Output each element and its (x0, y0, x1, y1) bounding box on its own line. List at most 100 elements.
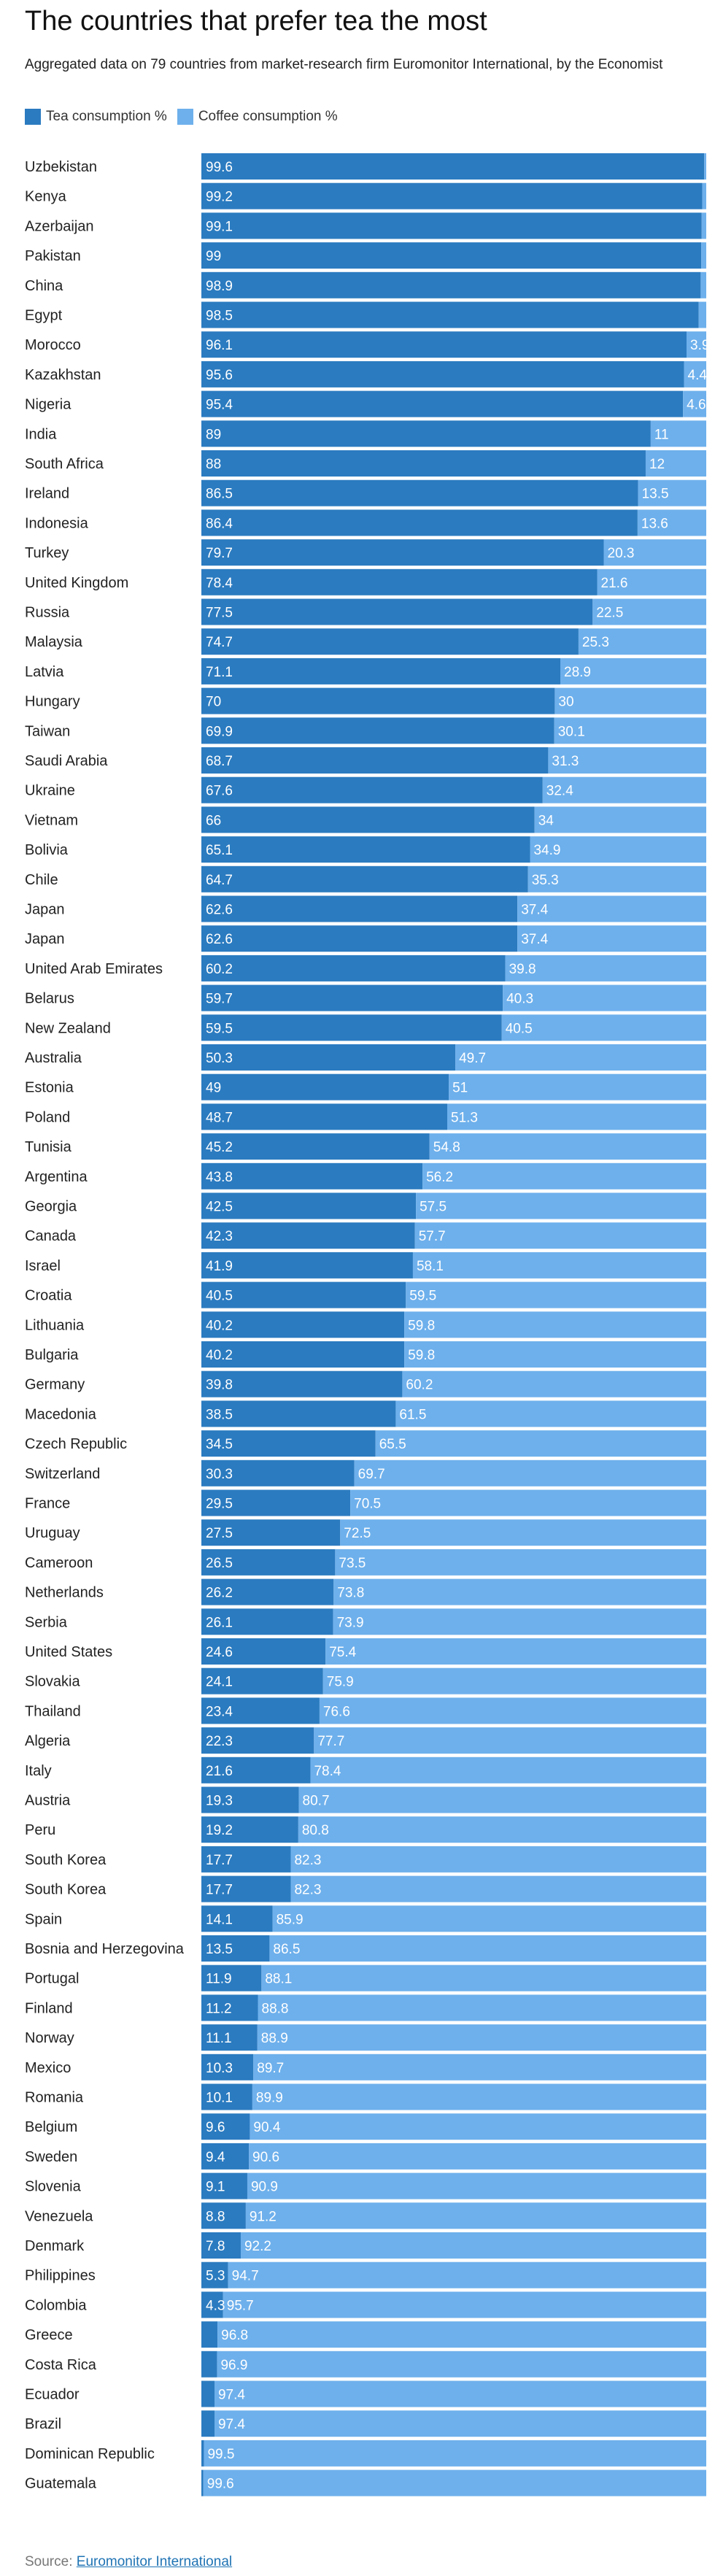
category-label: Norway (25, 2030, 74, 2046)
category-label: France (25, 1496, 70, 1512)
category-label: Philippines (25, 2268, 96, 2284)
coffee-bar (704, 153, 706, 180)
coffee-bar (554, 717, 706, 744)
coffee-value-label: 80.8 (302, 1823, 329, 1838)
coffee-value-label: 30.1 (558, 724, 585, 739)
tea-bar (201, 895, 518, 922)
coffee-bar (319, 1697, 707, 1724)
category-label: Uzbekistan (25, 159, 97, 175)
category-label: Australia (25, 1050, 82, 1066)
coffee-bar (325, 1638, 706, 1665)
tea-bar (201, 1430, 376, 1457)
tea-value-label: 30.3 (206, 1467, 233, 1482)
category-label: Indonesia (25, 515, 89, 531)
tea-bar (201, 1519, 341, 1546)
bar-row: United States 24.6 75.4 (25, 1638, 706, 1665)
tea-bar (201, 1549, 336, 1576)
coffee-value-label: 80.7 (303, 1794, 330, 1809)
tea-value-label: 99.1 (206, 219, 233, 234)
tea-bar (201, 806, 535, 833)
tea-bar (201, 153, 705, 180)
coffee-value-label: 99.6 (207, 2477, 234, 2492)
tea-value-label: 99 (206, 249, 221, 264)
tea-value-label: 17.7 (206, 1853, 233, 1868)
tea-bar (201, 1935, 270, 1962)
tea-value-label: 26.1 (206, 1615, 233, 1630)
category-label: New Zealand (25, 1020, 111, 1036)
tea-value-label: 65.1 (206, 843, 233, 858)
tea-value-label: 22.3 (206, 1734, 233, 1749)
coffee-value-label: 78.4 (314, 1764, 341, 1779)
coffee-value-label: 13.5 (642, 487, 669, 502)
bar-row: Kenya 99.2 (25, 182, 706, 209)
coffee-value-label: 4.4 (688, 368, 708, 383)
tea-bar (201, 2351, 217, 2378)
category-label: Kenya (25, 189, 67, 205)
tea-value-label: 66 (206, 813, 221, 828)
category-label: Latvia (25, 664, 64, 680)
tea-value-label: 78.4 (206, 576, 233, 591)
coffee-bar (548, 747, 706, 774)
tea-value-label: 11.9 (206, 1972, 232, 1987)
tea-bar (201, 242, 702, 269)
tea-value-label: 77.5 (206, 606, 233, 621)
tea-value-label: 24.6 (206, 1645, 233, 1660)
bar-row: Serbia 26.1 73.9 (25, 1608, 706, 1635)
tea-bar (201, 1578, 334, 1605)
coffee-bar (683, 390, 706, 417)
bar-row: Israel 41.9 58.1 (25, 1252, 706, 1279)
category-label: Turkey (25, 545, 69, 561)
coffee-value-label: 37.4 (521, 903, 548, 918)
tea-value-label: 27.5 (206, 1526, 233, 1541)
tea-bar (201, 1281, 406, 1308)
coffee-value-label: 85.9 (277, 1912, 304, 1927)
coffee-value-label: 94.7 (232, 2269, 259, 2284)
bar-row: Mexico 10.3 89.7 (25, 2054, 706, 2081)
bar-row: Russia 77.5 22.5 (25, 598, 706, 625)
tea-bar (201, 776, 543, 803)
tea-bar (201, 2291, 223, 2318)
category-label: Denmark (25, 2238, 85, 2254)
coffee-value-label: 57.7 (419, 1229, 446, 1244)
legend-item-coffee: Coffee consumption % (177, 109, 338, 125)
tea-value-label: 39.8 (206, 1378, 233, 1393)
bar-row: India 89 11 (25, 420, 706, 447)
bar-row: Slovenia 9.1 90.9 (25, 2172, 706, 2199)
category-label: United States (25, 1644, 112, 1660)
coffee-value-label: 39.8 (509, 962, 536, 977)
coffee-value-label: 22.5 (596, 606, 623, 621)
tea-value-label: 9.1 (206, 2180, 225, 2195)
tea-value-label: 8.8 (206, 2209, 225, 2224)
tea-value-label: 7.8 (206, 2239, 225, 2254)
category-label: Canada (25, 1228, 77, 1244)
tea-value-label: 11.2 (206, 2001, 232, 2016)
source-link[interactable]: Euromonitor International (76, 2554, 233, 2569)
coffee-bar (412, 1252, 706, 1279)
coffee-value-label: 20.3 (608, 546, 635, 561)
bar-row: Japan 62.6 37.4 (25, 925, 706, 952)
tea-value-label: 42.3 (206, 1229, 233, 1244)
category-label: Costa Rica (25, 2357, 97, 2373)
category-label: Bulgaria (25, 1347, 79, 1363)
category-label: Ukraine (25, 783, 75, 799)
tea-bar (201, 1014, 502, 1041)
tea-bar (201, 865, 528, 892)
tea-value-label: 62.6 (206, 932, 233, 947)
stacked-bar-chart: Uzbekistan 99.6 Kenya 99.2 Azerbaijan 99.1 Pak… (25, 153, 709, 2496)
category-label: Slovakia (25, 1674, 80, 1690)
coffee-bar (214, 2410, 706, 2437)
bar-row: Egypt 98.5 (25, 301, 706, 328)
bar-row: Greece 96.8 (25, 2321, 706, 2348)
coffee-bar (597, 568, 706, 595)
category-label: Japan (25, 931, 65, 947)
category-label: Romania (25, 2090, 84, 2106)
tea-bar (201, 1459, 355, 1486)
category-label: Japan (25, 902, 65, 918)
coffee-bar (350, 1489, 706, 1516)
tea-bar (201, 1252, 413, 1279)
tea-bar (201, 2380, 214, 2407)
coffee-bar (252, 2083, 707, 2110)
bar-row: Philippines 5.3 94.7 (25, 2261, 706, 2288)
category-label: Uruguay (25, 1525, 80, 1541)
coffee-bar (250, 2113, 706, 2140)
